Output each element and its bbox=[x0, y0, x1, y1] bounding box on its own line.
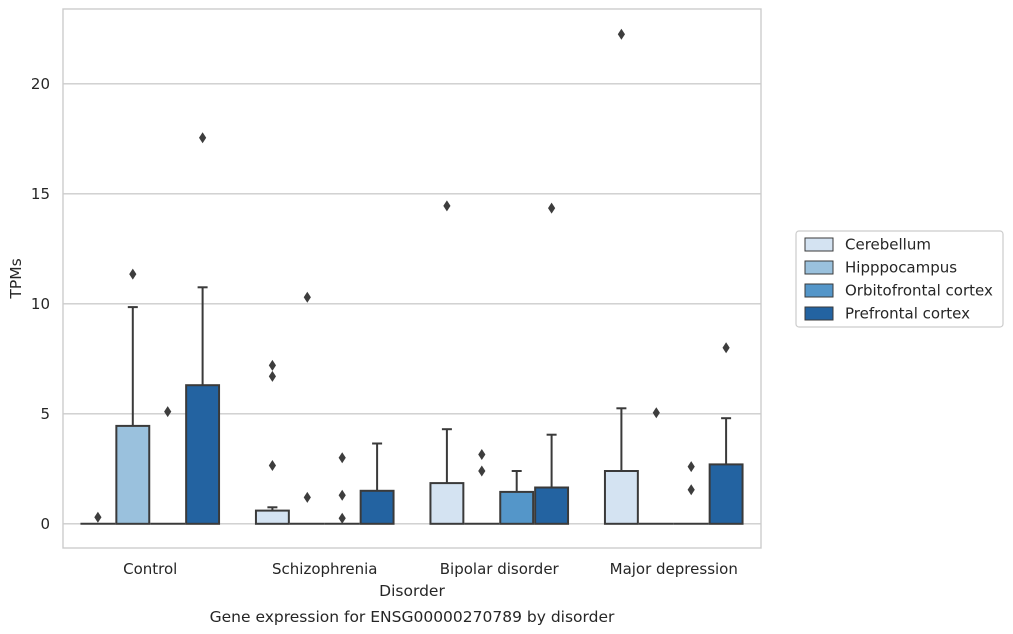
grid-lines bbox=[63, 83, 761, 525]
outlier-point bbox=[303, 291, 311, 303]
y-tick-label: 5 bbox=[40, 405, 50, 423]
outlier-point bbox=[478, 449, 486, 460]
y-tick-label: 10 bbox=[31, 295, 50, 313]
outlier-point bbox=[687, 461, 695, 473]
legend-label: Orbitofrontal cortex bbox=[845, 282, 993, 300]
outlier-point bbox=[164, 406, 172, 418]
outlier-point bbox=[338, 452, 346, 464]
x-axis-label: Disorder bbox=[379, 582, 445, 600]
outlier-point bbox=[268, 359, 276, 371]
outlier-point bbox=[94, 511, 102, 523]
outlier-point bbox=[268, 370, 276, 382]
outlier-point bbox=[338, 512, 346, 524]
bar bbox=[499, 490, 535, 525]
bar bbox=[115, 424, 151, 525]
outlier-point bbox=[303, 491, 311, 503]
legend-label: Cerebellum bbox=[845, 236, 931, 254]
bar bbox=[254, 509, 290, 525]
bar bbox=[603, 470, 639, 525]
outlier-point bbox=[687, 484, 695, 496]
y-tick-label: 0 bbox=[40, 515, 50, 533]
outlier-point bbox=[338, 489, 346, 501]
x-tick-label: Control bbox=[123, 560, 177, 578]
bar bbox=[185, 384, 221, 525]
chart-title: Gene expression for ENSG00000270789 by d… bbox=[210, 608, 615, 626]
y-tick-label: 15 bbox=[31, 185, 50, 203]
legend-box bbox=[795, 230, 1004, 328]
x-tick-label: Schizophrenia bbox=[272, 560, 377, 578]
outlier-point bbox=[129, 268, 137, 280]
bar bbox=[429, 482, 465, 525]
legend-swatch bbox=[804, 306, 834, 321]
x-tick-labels: Control Schizophrenia Bipolar disorder Majo… bbox=[123, 560, 738, 578]
y-tick-label: 20 bbox=[31, 75, 50, 93]
legend-label: Hipppocampus bbox=[845, 259, 957, 277]
outlier-point bbox=[722, 342, 730, 354]
bar bbox=[359, 489, 395, 525]
plot-frame bbox=[62, 8, 762, 549]
x-tick-label: Bipolar disorder bbox=[440, 560, 560, 578]
bar bbox=[708, 463, 744, 525]
bar bbox=[534, 486, 570, 525]
legend-swatch bbox=[804, 237, 834, 252]
legend: Cerebellum Hipppocampus Orbitofrontal cort… bbox=[795, 230, 1004, 328]
outlier-point bbox=[617, 28, 625, 40]
legend-label: Prefrontal cortex bbox=[845, 305, 970, 323]
outlier-point bbox=[268, 460, 276, 471]
outlier-point bbox=[548, 202, 556, 214]
legend-swatch bbox=[804, 260, 834, 275]
y-tick-labels: 0 5 10 15 20 bbox=[31, 75, 50, 533]
outlier-point bbox=[478, 465, 486, 477]
outlier-point bbox=[199, 132, 207, 144]
outlier-point bbox=[652, 407, 660, 419]
x-tick-label: Major depression bbox=[610, 560, 738, 578]
outlier-point bbox=[443, 200, 451, 212]
y-axis-label: TPMs bbox=[7, 258, 25, 299]
legend-swatch bbox=[804, 283, 834, 298]
bars-layer bbox=[80, 28, 744, 525]
